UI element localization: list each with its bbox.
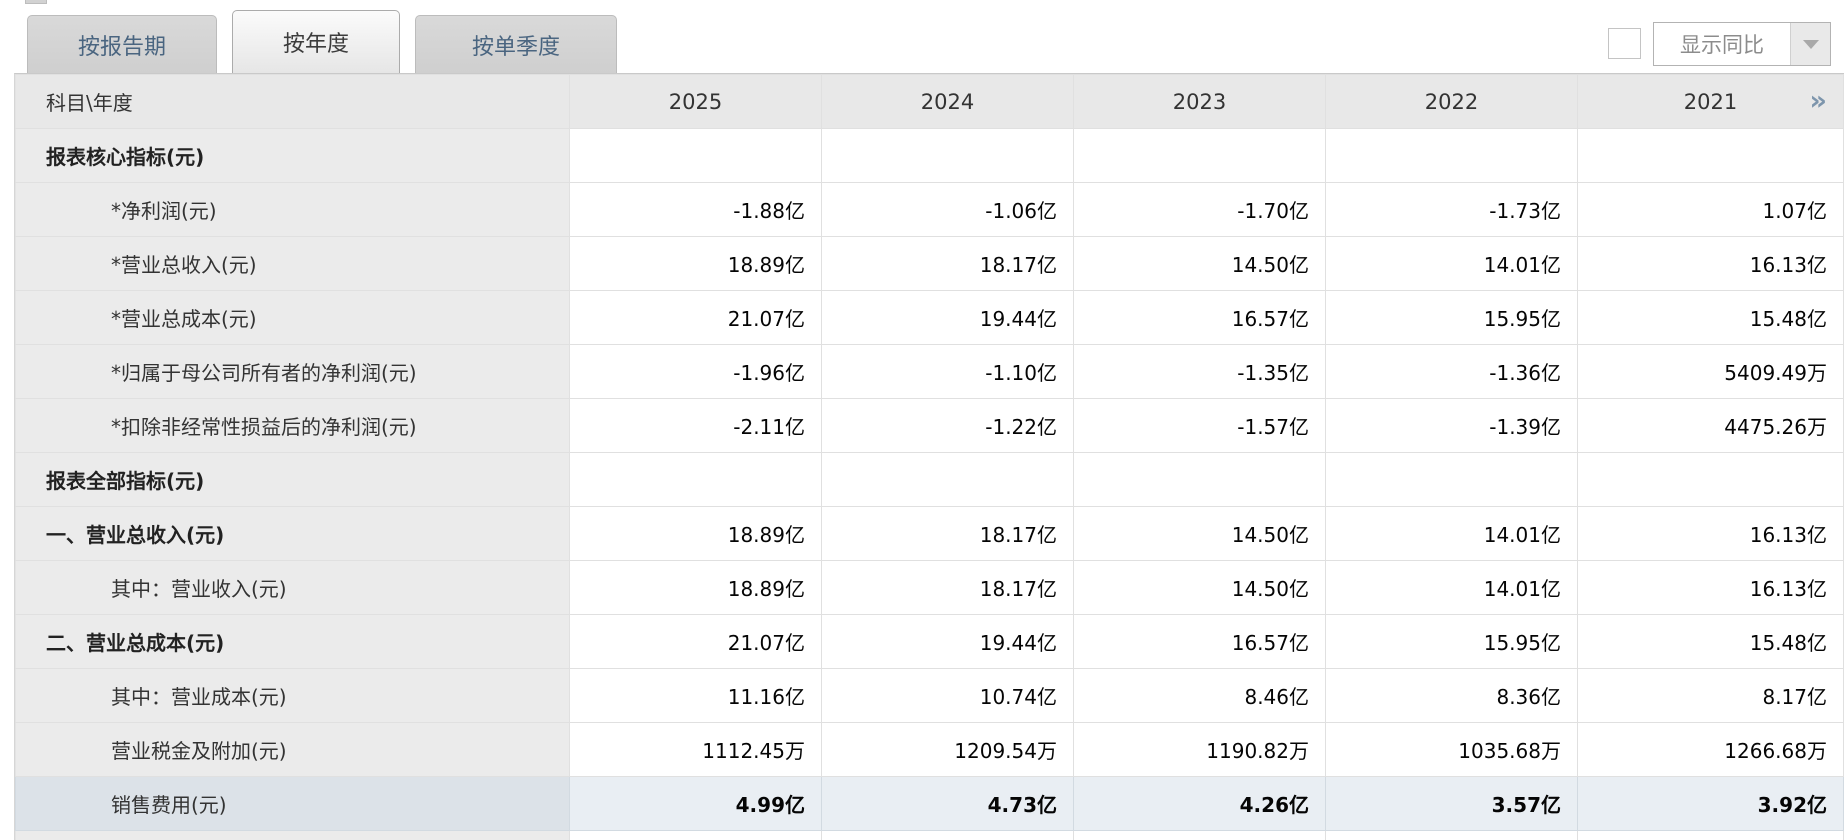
year-header-label: 2021 [1683, 89, 1738, 114]
dropdown-arrow-button[interactable] [1790, 23, 1830, 65]
table-header-row: 科目\年度 2025 2024 2023 2022 2021 » [15, 74, 1844, 129]
table-row: 其中：营业收入(元) 18.89亿 18.17亿 14.50亿 14.01亿 1… [15, 560, 1844, 615]
row-label: *净利润(元) [15, 182, 570, 237]
table-row-clipped [15, 830, 1844, 840]
table-row: 报表全部指标(元) [15, 452, 1844, 507]
table-row-selected: 销售费用(元) 4.99亿 4.73亿 4.26亿 3.57亿 3.92亿 [15, 776, 1844, 831]
row-label: 报表全部指标(元) [15, 452, 570, 507]
table-row: 二、营业总成本(元) 21.07亿 19.44亿 16.57亿 15.95亿 1… [15, 614, 1844, 669]
table-row: 报表核心指标(元) [15, 128, 1844, 183]
show-yoy-dropdown-label: 显示同比 [1680, 33, 1764, 57]
year-header-2021: 2021 » [1577, 74, 1844, 129]
table-row: *净利润(元) -1.88亿 -1.06亿 -1.70亿 -1.73亿 1.07… [15, 182, 1844, 237]
tab-by-year[interactable]: 按年度 [232, 10, 400, 73]
chevron-down-icon [1802, 39, 1819, 49]
year-header-2022: 2022 [1325, 74, 1578, 129]
row-label: 一、营业总收入(元) [15, 506, 570, 561]
period-tabs: 按报告期 按年度 按单季度 [0, 0, 1844, 73]
year-header-2025: 2025 [569, 74, 822, 129]
year-header-2024: 2024 [821, 74, 1074, 129]
corner-header: 科目\年度 [15, 74, 570, 129]
show-yoy-checkbox[interactable] [1608, 28, 1641, 59]
row-label: 报表核心指标(元) [15, 128, 570, 183]
table-row: *扣除非经常性损益后的净利润(元) -2.11亿 -1.22亿 -1.57亿 -… [15, 398, 1844, 453]
table-row: *营业总收入(元) 18.89亿 18.17亿 14.50亿 14.01亿 16… [15, 236, 1844, 291]
show-yoy-dropdown[interactable]: 显示同比 [1653, 22, 1831, 66]
row-label: *营业总收入(元) [15, 236, 570, 291]
clipped-top-element [25, 0, 47, 4]
table-row: *归属于母公司所有者的净利润(元) -1.96亿 -1.10亿 -1.35亿 -… [15, 344, 1844, 399]
row-label: *营业总成本(元) [15, 290, 570, 345]
row-label: 营业税金及附加(元) [15, 722, 570, 777]
more-years-icon[interactable]: » [1809, 84, 1827, 116]
table-row: 一、营业总收入(元) 18.89亿 18.17亿 14.50亿 14.01亿 1… [15, 506, 1844, 561]
row-label: 其中：营业收入(元) [15, 560, 570, 615]
tab-by-report-period[interactable]: 按报告期 [27, 15, 217, 73]
table-row: *营业总成本(元) 21.07亿 19.44亿 16.57亿 15.95亿 15… [15, 290, 1844, 345]
tab-by-single-quarter[interactable]: 按单季度 [415, 15, 617, 73]
row-label: 二、营业总成本(元) [15, 614, 570, 669]
row-label: *归属于母公司所有者的净利润(元) [15, 344, 570, 399]
table-row: 其中：营业成本(元) 11.16亿 10.74亿 8.46亿 8.36亿 8.1… [15, 668, 1844, 723]
row-label: 其中：营业成本(元) [15, 668, 570, 723]
row-label: *扣除非经常性损益后的净利润(元) [15, 398, 570, 453]
row-label: 销售费用(元) [15, 776, 570, 831]
financial-table: 科目\年度 2025 2024 2023 2022 2021 » 报表核心指标(… [14, 73, 1844, 840]
year-header-2023: 2023 [1073, 74, 1326, 129]
table-row: 营业税金及附加(元) 1112.45万 1209.54万 1190.82万 10… [15, 722, 1844, 777]
